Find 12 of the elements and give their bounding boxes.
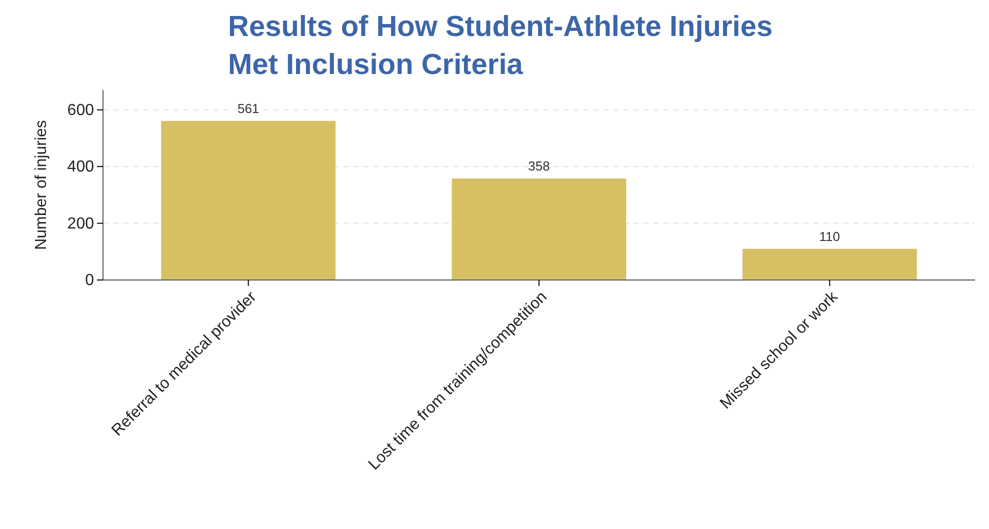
y-tick-label: 400 — [67, 158, 94, 176]
data-label: 358 — [528, 158, 550, 174]
y-tick-label: 0 — [85, 272, 94, 290]
bar — [452, 178, 626, 280]
bar — [161, 120, 336, 280]
data-label: 561 — [237, 100, 260, 116]
y-tick-label: 600 — [67, 102, 94, 119]
data-label: 110 — [819, 228, 840, 244]
bar — [742, 248, 917, 280]
y-axis-title: Number of injuries — [33, 120, 50, 250]
chart-title: Results of How Student-Athlete Injuries Met Inclusion Criteria — [228, 11, 773, 81]
y-tick-label: 200 — [67, 215, 94, 232]
